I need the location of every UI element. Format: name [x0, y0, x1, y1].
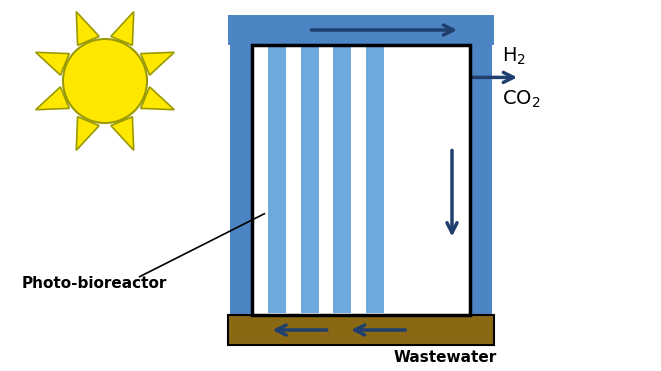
- Bar: [333, 47, 351, 313]
- Bar: [252, 45, 470, 315]
- Polygon shape: [141, 52, 175, 75]
- Polygon shape: [111, 12, 134, 45]
- Polygon shape: [36, 52, 69, 75]
- Polygon shape: [36, 87, 69, 110]
- Text: Wastewater: Wastewater: [394, 350, 497, 365]
- Circle shape: [63, 39, 147, 123]
- Bar: [228, 315, 494, 345]
- Bar: [301, 47, 319, 313]
- Bar: [230, 45, 252, 315]
- Text: H$_2$: H$_2$: [502, 46, 526, 68]
- Bar: [252, 45, 470, 315]
- Polygon shape: [76, 12, 99, 45]
- Text: CO$_2$: CO$_2$: [502, 89, 541, 111]
- Bar: [470, 45, 492, 315]
- Text: Photo-bioreactor: Photo-bioreactor: [22, 276, 167, 290]
- Polygon shape: [141, 87, 175, 110]
- Bar: [228, 15, 494, 45]
- Bar: [268, 47, 286, 313]
- Polygon shape: [111, 117, 134, 150]
- Bar: [366, 47, 383, 313]
- Polygon shape: [76, 117, 99, 150]
